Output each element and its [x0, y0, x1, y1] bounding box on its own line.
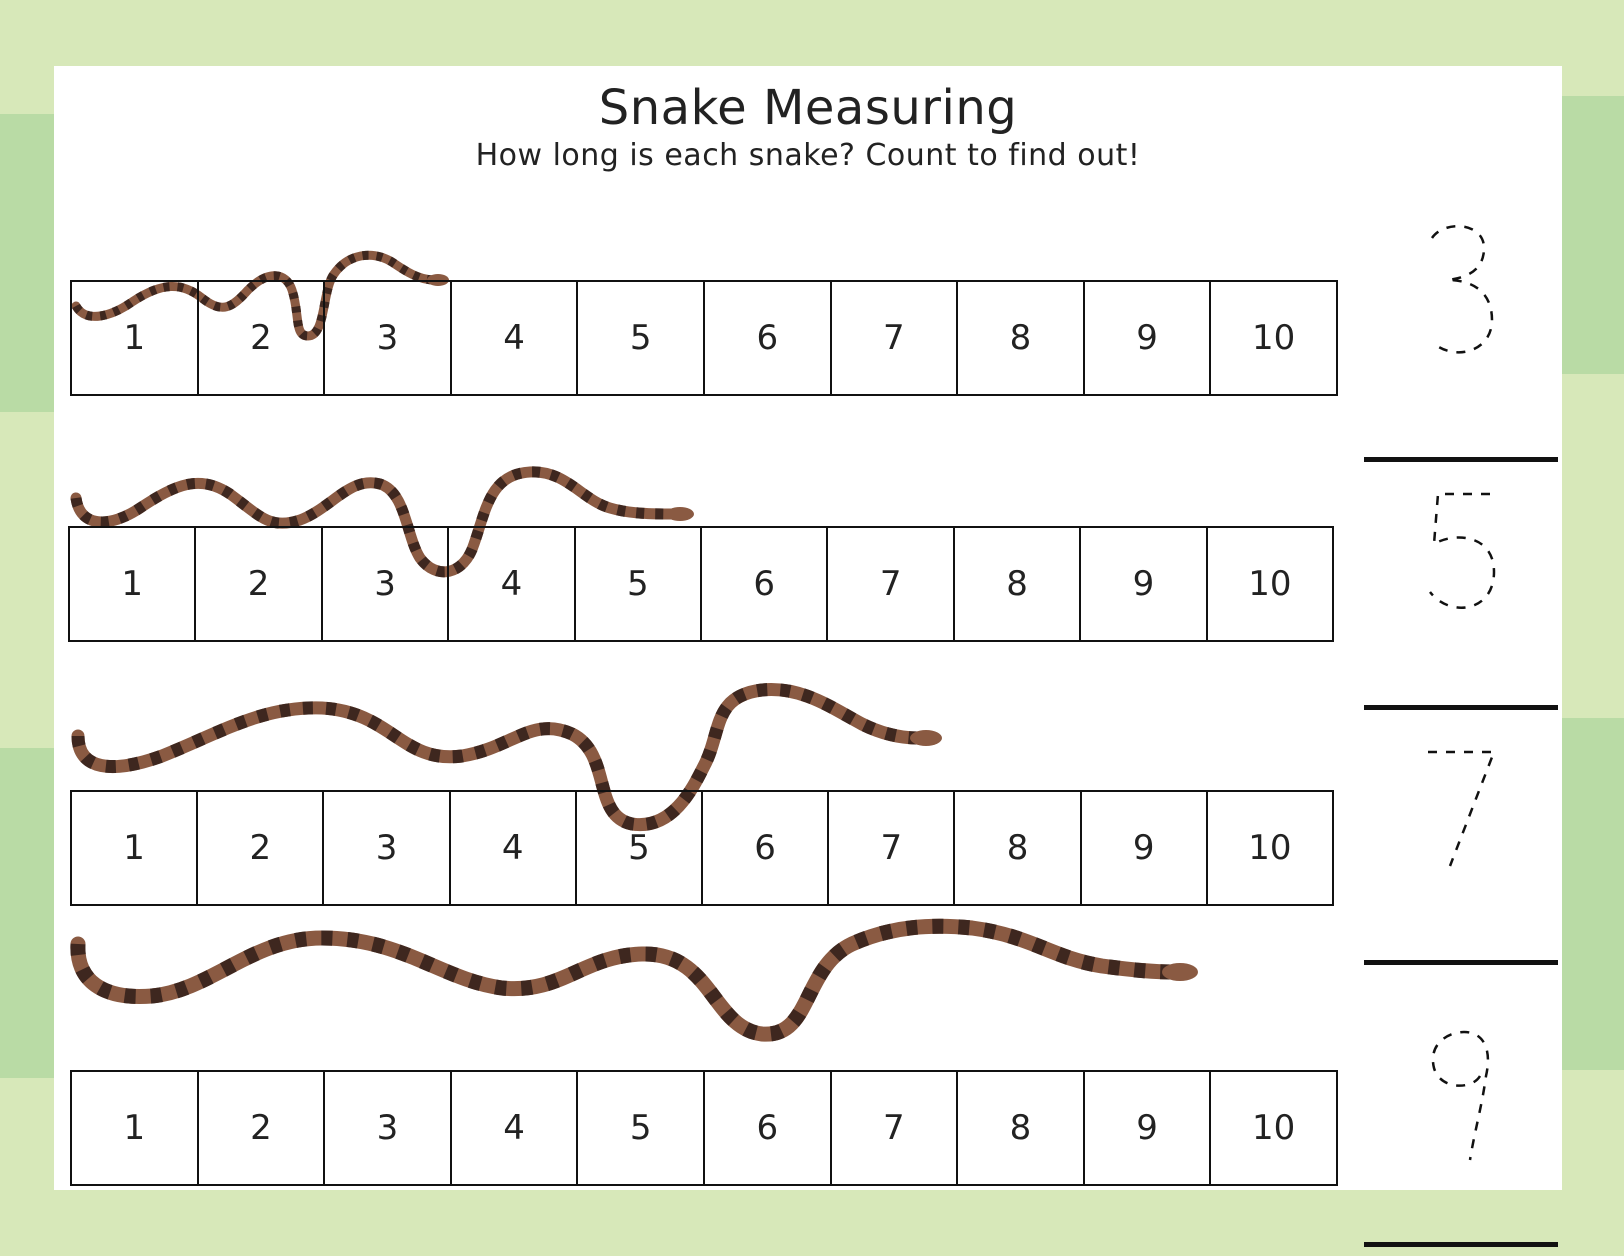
ruler-cell: 2: [199, 1072, 326, 1184]
ruler-cell: 9: [1081, 528, 1208, 640]
ruler-cell: 10: [1248, 828, 1292, 868]
ruler-cell: 10: [1252, 1108, 1296, 1148]
ruler-cell: 8: [955, 528, 1082, 640]
answer-line: [1364, 960, 1558, 965]
ruler-cell: 4: [452, 282, 579, 394]
ruler-cell: 7: [829, 792, 956, 904]
ruler-cell: 4: [449, 528, 576, 640]
ruler-cell: 7: [832, 1072, 959, 1184]
snake-image-3: [71, 683, 942, 832]
ruler-cell: 3: [324, 792, 451, 904]
ruler-cell: 3: [323, 528, 450, 640]
ruler-cell: 9: [1085, 282, 1212, 394]
ruler-cell: 5: [577, 792, 704, 904]
bg-band-right-1: [1562, 96, 1624, 374]
answer-line: [1364, 457, 1558, 462]
traceable-digit-5: [1429, 492, 1496, 609]
ruler-cell: 1: [72, 282, 199, 394]
answer-line: [1364, 705, 1558, 710]
traceable-digit-7: [1428, 750, 1496, 867]
ruler-cell: 5: [578, 282, 705, 394]
ruler-cell: 7: [832, 282, 959, 394]
ruler-cell: 1: [72, 1072, 199, 1184]
counting-ruler-4: 1 2 3 4 5 6 7 8 9 10: [70, 1070, 1338, 1186]
ruler-cell: 6: [705, 282, 832, 394]
ruler-cell: 6: [703, 792, 830, 904]
counting-ruler-3: 1 2 3 4 5 6 7 8 9 10: [70, 790, 1334, 906]
ruler-cell: 3: [325, 282, 452, 394]
ruler-cell: 4: [451, 792, 577, 904]
ruler-cell: 9: [1082, 792, 1208, 904]
counting-ruler-2: 1 2 3 4 5 6 7 8 9 10: [68, 526, 1334, 642]
answer-line: [1364, 1242, 1558, 1247]
ruler-cell: 9: [1085, 1072, 1212, 1184]
ruler-cell: 6: [702, 528, 829, 640]
ruler-cell: 10: [1252, 318, 1296, 358]
traceable-digit-3: [1430, 225, 1494, 354]
ruler-cell: 10: [1248, 564, 1292, 604]
ruler-cell: 2: [199, 282, 326, 394]
page-subtitle: How long is each snake? Count to find ou…: [475, 138, 1141, 173]
bg-band-left-2: [0, 748, 54, 1078]
ruler-cell: 8: [958, 1072, 1085, 1184]
ruler-cell: 7: [828, 528, 955, 640]
ruler-cell: 3: [325, 1072, 452, 1184]
ruler-cell: 8: [955, 792, 1082, 904]
ruler-cell: 5: [578, 1072, 705, 1184]
worksheet-page: Snake Measuring How long is each snake? …: [54, 66, 1562, 1247]
ruler-cell: 1: [70, 528, 197, 640]
bg-band-right-2: [1562, 718, 1624, 1070]
bg-band-left-1: [0, 114, 54, 412]
page-title: Snake Measuring: [598, 80, 1018, 136]
snake-image-2: [70, 466, 694, 578]
traceable-digit-9: [1431, 1030, 1490, 1161]
snake-image-4: [70, 918, 1198, 1042]
ruler-cell: 2: [196, 528, 323, 640]
ruler-cell: 2: [198, 792, 325, 904]
ruler-cell: 5: [576, 528, 703, 640]
ruler-cell: 4: [452, 1072, 579, 1184]
ruler-cell: 6: [705, 1072, 832, 1184]
ruler-cell: 1: [72, 792, 199, 904]
counting-ruler-1: 1 2 3 4 5 6 7 8 9 10: [70, 280, 1338, 396]
ruler-cell: 8: [958, 282, 1085, 394]
